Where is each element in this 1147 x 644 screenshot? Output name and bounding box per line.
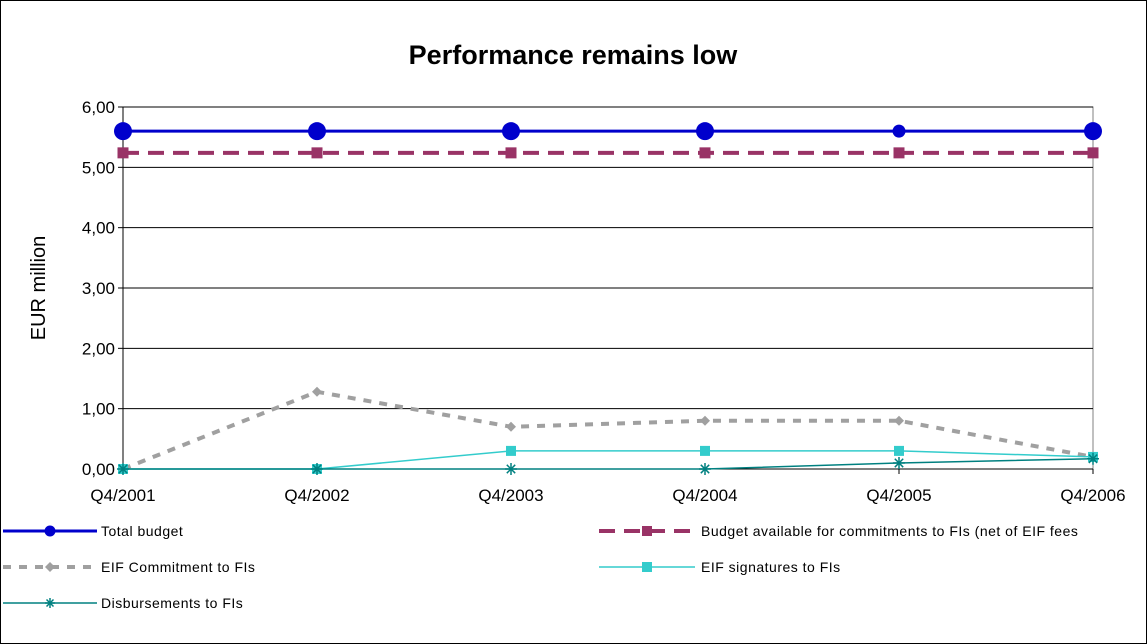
data-point [894,445,904,456]
x-axis-ticks: Q4/2001 Q4/2002 Q4/2003 Q4/2004 Q4/2005 Q4/20… [90,469,1126,505]
series-layer [114,122,1102,475]
legend-item: EIF Commitment to FIs [3,559,255,575]
y-axis-label: EUR million [28,236,50,340]
y-axis-ticks: 0,00 1,00 2,00 3,00 4,00 5,00 6,00 [82,98,124,479]
data-point [700,415,710,426]
series-line [122,389,1094,471]
legend-marker [642,562,652,572]
x-tick-label: Q4/2005 [866,486,931,505]
x-tick-label: Q4/2001 [90,486,155,505]
data-point [311,147,323,159]
series-0 [114,122,1102,141]
data-point [114,122,132,141]
data-point [696,122,714,141]
data-point [894,415,904,426]
data-point [502,122,520,141]
legend-marker [45,598,55,608]
data-point [312,386,322,397]
legend-item: Disbursements to FIs [3,595,243,611]
series-1 [117,147,1099,159]
data-point [1087,147,1099,159]
legend-marker [44,525,56,537]
data-point [699,463,711,475]
y-tick-label: 2,00 [82,339,115,358]
legend-marker [45,562,55,572]
legend-item: Budget available for commitments to FIs … [599,523,1078,539]
series-line [123,457,1094,470]
data-point [699,147,711,159]
data-point [506,445,516,456]
x-tick-label: Q4/2006 [1060,486,1125,505]
data-point [117,147,129,159]
data-point [893,147,905,159]
data-point [506,421,516,432]
data-point [1087,452,1099,465]
legend-label: EIF signatures to FIs [701,559,841,575]
x-tick-label: Q4/2003 [478,486,543,505]
y-tick-label: 3,00 [82,279,115,298]
legend-label: EIF Commitment to FIs [101,559,255,575]
data-point [308,122,326,141]
y-tick-label: 1,00 [82,400,115,419]
data-point [1084,122,1102,141]
legend-label: Total budget [101,523,183,539]
data-point [893,456,905,469]
y-tick-label: 6,00 [82,98,115,117]
legend-label: Disbursements to FIs [101,595,243,611]
y-tick-label: 0,00 [82,460,115,479]
data-point [311,463,323,475]
data-point [505,463,517,475]
legend-item: Total budget [3,523,183,539]
legend-label: Budget available for commitments to FIs … [701,523,1078,539]
y-tick-label: 5,00 [82,158,115,177]
data-point [892,124,906,138]
x-tick-label: Q4/2004 [672,486,737,505]
x-tick-label: Q4/2002 [284,486,349,505]
data-point [505,147,517,159]
data-point [117,463,129,475]
legend-marker [642,526,652,536]
series-4 [117,452,1099,475]
legend: Total budget Budget available for commitm… [3,523,1078,611]
chart-title: Performance remains low [409,40,739,70]
y-tick-label: 4,00 [82,219,115,238]
legend-item: EIF signatures to FIs [599,559,841,575]
data-point [700,445,710,456]
